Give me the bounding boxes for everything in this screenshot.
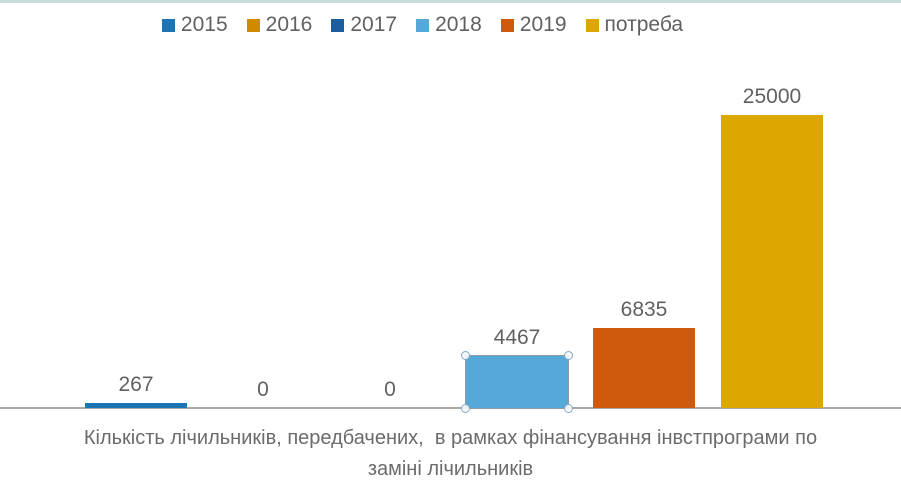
selection-handle-tr[interactable]: [564, 351, 573, 360]
top-border-line: [0, 0, 901, 3]
legend-swatch-icon: [246, 18, 260, 32]
legend-swatch-icon: [585, 18, 599, 32]
bar-value-label-2018: 4467: [493, 326, 541, 349]
bar-value-label-2015: 267: [118, 373, 154, 396]
legend-swatch-icon: [161, 18, 175, 32]
legend-label: 2016: [265, 13, 313, 36]
legend-item-2016[interactable]: 2016: [246, 13, 313, 37]
legend-label: 2015: [180, 13, 228, 36]
x-axis-title-line-2: заміні лічильників: [367, 458, 534, 480]
legend-swatch-icon: [500, 18, 514, 32]
legend-swatch-icon: [331, 18, 345, 32]
legend-label: 2018: [435, 13, 482, 36]
x-axis-title: Кількість лічильників, передбачених, в р…: [0, 423, 901, 485]
bar-value-label-потреба: 25000: [742, 85, 802, 108]
legend-item-2017[interactable]: 2017: [331, 13, 397, 37]
legend-label: 2019: [519, 13, 567, 36]
legend-item-2019[interactable]: 2019: [500, 13, 567, 37]
x-axis-title-line-1: Кількість лічильників, передбачених, в р…: [83, 427, 818, 449]
x-axis-line: [0, 407, 901, 409]
bar-value-label-2019: 6835: [620, 298, 668, 321]
bar-2015[interactable]: [85, 403, 187, 408]
chart-legend: 2015 2016 2017 2018 2019 потреба: [0, 13, 901, 37]
legend-item-2015[interactable]: 2015: [161, 13, 228, 37]
legend-item-2018[interactable]: 2018: [416, 13, 482, 37]
bar-2019[interactable]: [593, 328, 695, 408]
legend-item-потреба[interactable]: потреба: [585, 13, 684, 37]
bar-2018[interactable]: [461, 351, 573, 413]
bar-value-label-2017: 0: [384, 378, 396, 401]
bar-потреба[interactable]: [721, 115, 823, 408]
legend-label: 2017: [350, 13, 398, 36]
selection-handle-br[interactable]: [564, 404, 573, 413]
bar-value-label-2016: 0: [257, 378, 269, 401]
selection-handle-bl[interactable]: [461, 404, 470, 413]
selection-handle-tl[interactable]: [461, 351, 470, 360]
legend-label: потреба: [604, 13, 684, 36]
legend-swatch-icon: [416, 18, 430, 32]
